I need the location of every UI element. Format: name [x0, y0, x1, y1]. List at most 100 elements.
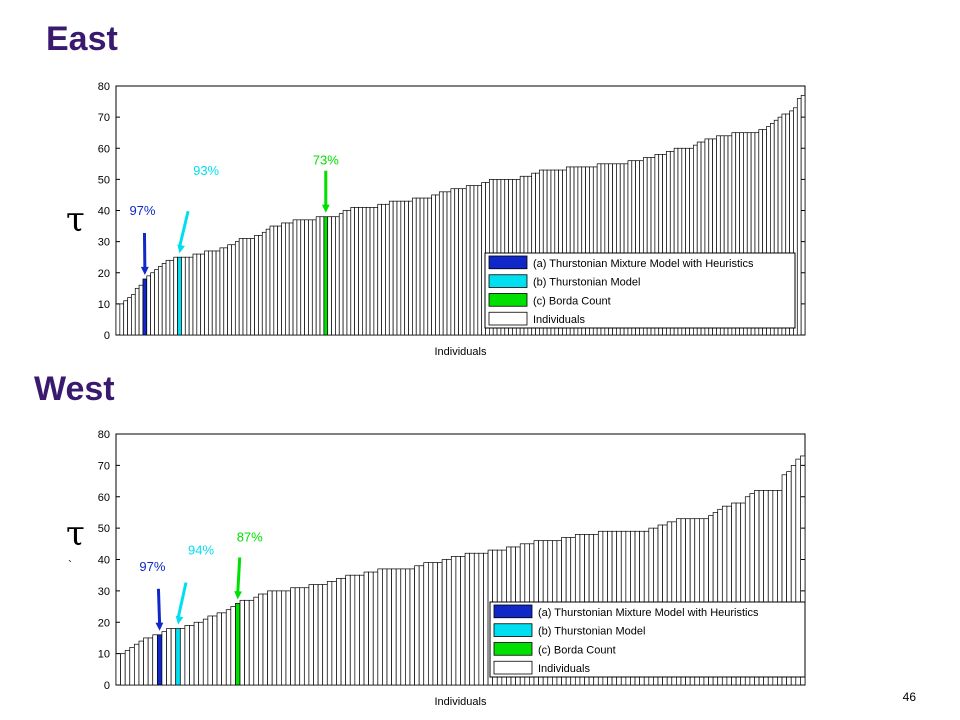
- west-bar-36: [281, 590, 287, 686]
- west-arrowhead-0: [155, 622, 164, 631]
- west-bar-22: [216, 612, 222, 686]
- west-y-tick-label: 10: [98, 649, 110, 661]
- west-bar-65: [414, 565, 420, 686]
- west-bar-70: [437, 562, 443, 686]
- west-highlight-bar-13: [175, 628, 181, 686]
- west-bar-33: [267, 590, 273, 686]
- east-legend-label-0: (a) Thurstonian Mixture Model with Heuri…: [533, 258, 754, 270]
- west-bar-27: [239, 599, 245, 686]
- west-x-axis-label: Individuals: [435, 696, 487, 708]
- west-bar-30: [253, 596, 259, 686]
- west-bar-78: [473, 552, 480, 686]
- west-y-tick-label: 40: [98, 555, 110, 567]
- west-bar-34: [271, 590, 278, 686]
- west-bar-66: [418, 565, 425, 686]
- west-legend-swatch-1: [493, 623, 533, 637]
- west-bar-40: [299, 587, 305, 686]
- west-bar-24: [225, 609, 232, 686]
- west-bar-5: [138, 640, 144, 686]
- west-bar-54: [363, 571, 369, 686]
- west-bar-39: [294, 587, 301, 686]
- west-bar-3: [129, 646, 135, 686]
- west-bar-12: [170, 628, 177, 686]
- west-bar-46: [326, 581, 333, 686]
- east-legend-swatch-2: [488, 293, 528, 307]
- west-bar-10: [161, 631, 167, 686]
- west-bar-23: [221, 612, 227, 686]
- west-bar-11: [166, 628, 172, 686]
- east-legend-label-2: (c) Borda Count: [533, 295, 611, 307]
- west-bar-61: [395, 568, 402, 686]
- east-y-tick-label: 40: [98, 206, 110, 218]
- east-y-tick-label: 80: [98, 81, 110, 93]
- west-arrow-0: [156, 588, 162, 625]
- west-bar-17: [193, 621, 200, 686]
- west-bar-38: [290, 587, 296, 686]
- west-y-tick-label: 30: [98, 586, 110, 598]
- west-annotation-label-1: 94%: [188, 543, 214, 558]
- west-bar-47: [331, 581, 337, 686]
- west-legend-label-0: (a) Thurstonian Mixture Model with Heuri…: [538, 607, 759, 619]
- west-bar-15: [184, 625, 190, 686]
- west-bar-68: [428, 562, 434, 686]
- west-legend-swatch-0: [493, 604, 533, 619]
- east-y-tick-label: 50: [98, 174, 110, 186]
- west-y-tick-label: 20: [98, 617, 110, 629]
- east-arrowhead-2: [321, 204, 330, 213]
- west-bar-75: [460, 556, 466, 686]
- east-arrow-1: [178, 210, 190, 248]
- west-bar-58: [382, 568, 388, 686]
- west-annotation-label-2: 87%: [237, 529, 263, 544]
- west-legend-label-2: (c) Borda Count: [538, 644, 616, 656]
- west-bar-7: [147, 637, 154, 686]
- east-y-tick-label: 30: [98, 237, 110, 249]
- west-y-tick-label: 80: [98, 429, 110, 441]
- east-arrowhead-1: [177, 244, 185, 254]
- west-bar-8: [152, 634, 158, 686]
- west-bar-53: [359, 574, 365, 686]
- west-bar-32: [262, 593, 268, 686]
- east-y-tick-label: 10: [98, 299, 110, 311]
- west-arrowhead-2: [234, 591, 243, 600]
- west-bar-1: [120, 653, 126, 686]
- west-legend-label-1: (b) Thurstonian Model: [538, 626, 645, 638]
- west-bar-19: [202, 618, 209, 686]
- west-bar-69: [432, 562, 438, 686]
- west-arrow-1: [176, 582, 188, 619]
- east-legend-swatch-0: [488, 255, 528, 270]
- west-bar-21: [212, 615, 218, 686]
- west-bar-35: [276, 590, 282, 686]
- east-legend: [484, 252, 796, 329]
- west-bar-25: [230, 606, 236, 686]
- west-bar-50: [345, 574, 351, 686]
- west-bar-80: [483, 552, 489, 686]
- west-bar-49: [340, 577, 347, 686]
- west-bar-20: [207, 615, 213, 686]
- west-bar-42: [308, 584, 314, 686]
- east-y-axis-label: τ: [66, 200, 85, 240]
- west-legend-swatch-3: [493, 660, 533, 675]
- west-bar-41: [303, 587, 310, 686]
- east-legend-swatch-1: [488, 274, 528, 288]
- east-chart-title: East: [46, 20, 118, 58]
- west-bar-72: [446, 559, 452, 686]
- west-legend-swatch-2: [493, 642, 533, 656]
- west-y-tick-label: 60: [98, 492, 110, 504]
- east-annotation-label-1: 93%: [193, 163, 219, 178]
- west-bar-74: [455, 556, 461, 686]
- east-y-tick-label: 20: [98, 268, 110, 280]
- east-y-tick-label: 70: [98, 112, 110, 124]
- west-bar-31: [258, 593, 264, 686]
- west-bar-57: [377, 568, 383, 686]
- west-bar-44: [317, 584, 324, 686]
- west-y-tick-label: 50: [98, 523, 110, 535]
- west-bar-28: [244, 599, 250, 686]
- east-legend-label-1: (b) Thurstonian Model: [533, 277, 640, 289]
- west-chart-title: West: [34, 370, 115, 408]
- west-bar-43: [313, 584, 319, 686]
- west-bar-55: [368, 571, 374, 686]
- west-bar-56: [372, 571, 379, 686]
- west-bar-6: [143, 637, 149, 686]
